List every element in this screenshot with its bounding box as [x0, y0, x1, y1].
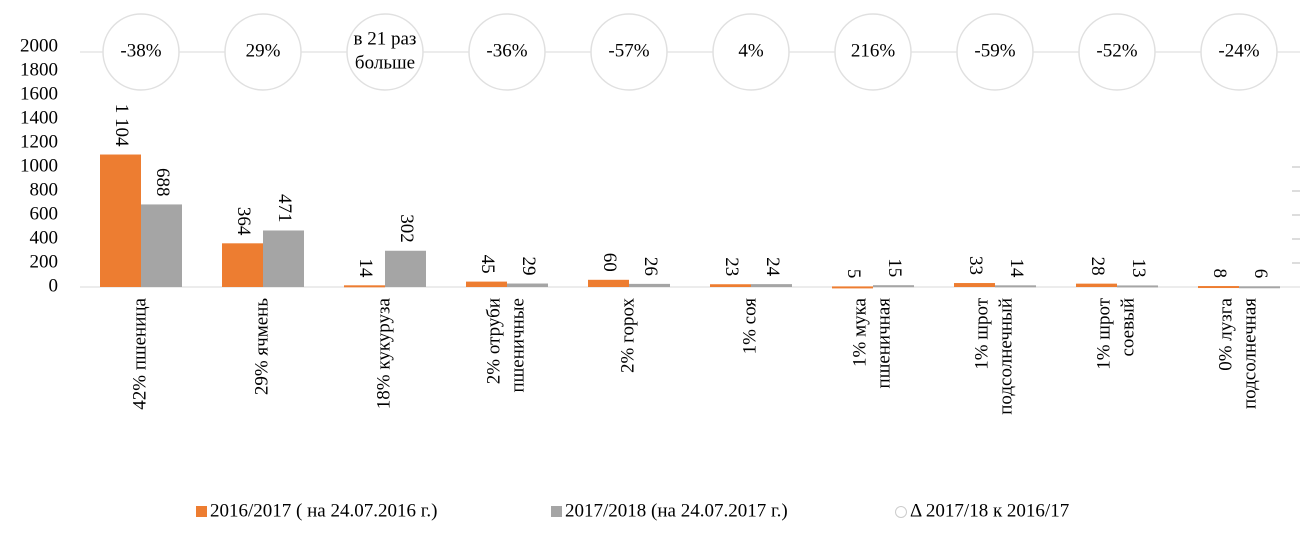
bar: [995, 285, 1036, 288]
y-tick-label: 600: [30, 203, 59, 224]
delta-marker: [1200, 13, 1278, 91]
value-label: 60: [599, 253, 620, 272]
x-tick-label: 1% шрот: [971, 297, 992, 369]
bar: [629, 283, 670, 287]
delta-label: -36%: [486, 40, 527, 61]
value-label: 26: [640, 257, 661, 276]
value-label: 14: [355, 258, 376, 278]
x-tick-label: 1% шрот: [1093, 297, 1114, 369]
bar: [222, 243, 263, 287]
legend-swatch: [895, 506, 907, 518]
x-tick-label: 1% соя: [739, 298, 760, 355]
delta-label: 216%: [851, 40, 896, 61]
value-label: 6: [1250, 269, 1271, 279]
delta-label: больше: [355, 52, 415, 73]
legend-label: 2017/2018 (на 24.07.2017 г.): [565, 500, 788, 521]
x-tick-label: пшеничная: [873, 298, 894, 389]
y-tick-label: 800: [30, 179, 59, 200]
bar: [832, 286, 873, 289]
delta-label: -57%: [608, 40, 649, 61]
y-tick-label: 2000: [20, 35, 58, 56]
y-tick-label: 1600: [20, 83, 58, 104]
value-label: 15: [884, 258, 905, 277]
value-label: 24: [762, 257, 783, 277]
x-tick-label: подсолнечный: [995, 298, 1016, 415]
y-tick-label: 1800: [20, 59, 58, 80]
x-tick-label: 29% ячмень: [251, 298, 272, 395]
delta-marker: [346, 13, 424, 91]
value-label: 8: [1209, 269, 1230, 279]
bar: [710, 284, 751, 287]
x-tick-label: 2% горох: [617, 298, 638, 373]
delta-marker: [834, 13, 912, 91]
x-tick-label: 2% отруби: [483, 298, 504, 384]
bar: [1076, 283, 1117, 287]
bar: [141, 204, 182, 287]
delta-label: -59%: [974, 40, 1015, 61]
bar: [100, 154, 141, 287]
bar: [385, 250, 426, 287]
value-label: 13: [1128, 258, 1149, 277]
delta-label: 29%: [246, 40, 281, 61]
value-label: 45: [477, 255, 498, 274]
y-tick-label: 400: [30, 227, 59, 248]
delta-label: 4%: [738, 40, 764, 61]
bar: [954, 283, 995, 287]
delta-marker: [1078, 13, 1156, 91]
bar: [1239, 286, 1280, 289]
bar: [344, 285, 385, 288]
delta-marker: [224, 13, 302, 91]
bar: [588, 279, 629, 287]
bar: [466, 281, 507, 287]
y-tick-label: 1400: [20, 107, 58, 128]
x-tick-label: 42% пшеница: [129, 297, 150, 409]
delta-marker: [102, 13, 180, 91]
delta-label: в 21 раз: [354, 28, 417, 49]
y-tick-label: 1200: [20, 131, 58, 152]
x-tick-label: 18% кукуруза: [373, 297, 394, 409]
delta-label: -24%: [1218, 40, 1259, 61]
y-tick-label: 200: [30, 251, 59, 272]
delta-label: -52%: [1096, 40, 1137, 61]
y-tick-label: 1000: [20, 155, 58, 176]
y-tick-label: 0: [49, 275, 59, 296]
bar: [1117, 285, 1158, 288]
x-tick-label: 1% мука: [849, 297, 870, 367]
x-tick-label: пшеничные: [507, 298, 528, 393]
value-label: 29: [518, 257, 539, 276]
delta-marker: [712, 13, 790, 91]
value-label: 28: [1087, 257, 1108, 276]
value-label: 471: [274, 194, 295, 223]
bar: [507, 283, 548, 287]
legend-label: 2016/2017 ( на 24.07.2016 г.): [210, 500, 437, 521]
value-label: 302: [396, 214, 417, 243]
delta-marker: [956, 13, 1034, 91]
value-label: 33: [965, 256, 986, 275]
value-label: 364: [233, 207, 254, 236]
bar: [263, 230, 304, 287]
value-label: 1 104: [111, 104, 132, 147]
x-tick-label: соевый: [1117, 298, 1138, 357]
bar: [873, 285, 914, 288]
value-label: 688: [152, 168, 173, 197]
legend-label: Δ 2017/18 к 2016/17: [910, 500, 1069, 521]
value-label: 23: [721, 257, 742, 276]
delta-label: -38%: [120, 40, 161, 61]
bar: [1198, 286, 1239, 289]
value-label: 5: [843, 269, 864, 279]
bar: [751, 284, 792, 287]
delta-marker: [590, 13, 668, 91]
x-tick-label: подсолнечная: [1239, 298, 1260, 409]
value-label: 14: [1006, 258, 1027, 278]
legend-swatch: [551, 506, 562, 517]
legend-swatch: [196, 506, 207, 517]
x-tick-label: 0% лузга: [1215, 297, 1236, 370]
delta-marker: [468, 13, 546, 91]
